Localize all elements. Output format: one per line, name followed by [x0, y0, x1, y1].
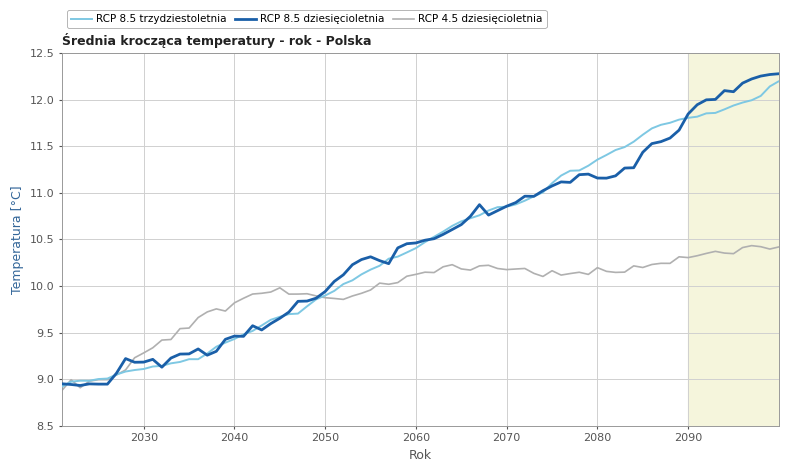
Y-axis label: Temperatura [°C]: Temperatura [°C]: [11, 185, 24, 294]
Text: Średnia krocząca temperatury - rok - Polska: Średnia krocząca temperatury - rok - Pol…: [62, 33, 371, 48]
Legend: RCP 8.5 trzydziestoletnia, RCP 8.5 dziesięcioletnia, RCP 4.5 dziesięcioletnia: RCP 8.5 trzydziestoletnia, RCP 8.5 dzies…: [67, 10, 547, 28]
X-axis label: Rok: Rok: [409, 449, 432, 462]
Bar: [688, 53, 779, 426]
